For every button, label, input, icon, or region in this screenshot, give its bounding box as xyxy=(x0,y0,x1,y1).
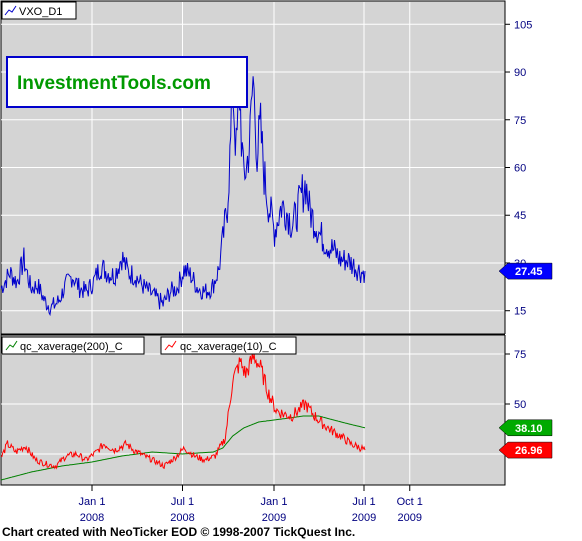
y-tick-label: 50 xyxy=(514,399,526,411)
y-tick-label: 75 xyxy=(514,349,526,361)
legend-line-icon xyxy=(164,340,177,351)
last-value-label-xaverage-200: 38.10 xyxy=(498,419,553,437)
last-value-label-xaverage-10: 26.96 xyxy=(498,441,553,459)
price-series-lines xyxy=(0,76,366,317)
svg-text:26.96: 26.96 xyxy=(515,445,543,457)
y-tick-label: 45 xyxy=(514,210,526,222)
x-tick-year: 2008 xyxy=(170,512,194,524)
brand-box xyxy=(6,56,248,108)
x-tick-label: Jan 1 xyxy=(79,496,106,508)
indicator-series-lines xyxy=(0,353,366,481)
brand-text: InvestmentTools.com xyxy=(17,73,211,94)
x-tick-label: Oct 1 xyxy=(397,496,423,508)
y-tick-label: 90 xyxy=(514,67,526,79)
x-tick-year: 2009 xyxy=(262,512,286,524)
x-tick-year: 2008 xyxy=(80,512,104,524)
svg-text:38.10: 38.10 xyxy=(515,423,543,435)
legend-vxo: VXO_D1 xyxy=(19,6,62,18)
indicator-panel-background xyxy=(0,334,506,486)
indicator-legend-10: qc_xaverage(10)_C xyxy=(160,336,297,355)
x-tick-year: 2009 xyxy=(398,512,422,524)
indicator-legend-200: qc_xaverage(200)_C xyxy=(1,336,145,355)
legend-line-icon xyxy=(4,5,17,16)
series-line-vxo xyxy=(0,76,366,317)
series-line-xaverage-200 xyxy=(0,415,366,481)
credit-line: Chart created with NeoTicker EOD © 1998-… xyxy=(2,525,356,539)
legend-line-icon xyxy=(5,340,18,351)
y-tick-label: 75 xyxy=(514,115,526,127)
svg-text:27.45: 27.45 xyxy=(515,266,543,278)
axis-panel-background xyxy=(505,1,581,485)
x-tick-year: 2009 xyxy=(352,512,376,524)
date-axis-background xyxy=(0,486,582,526)
price-legend: VXO_D1 xyxy=(1,1,77,20)
last-value-label-vxo: 27.45 xyxy=(498,262,553,280)
y-tick-label: 15 xyxy=(514,306,526,318)
legend-xaverage-200: qc_xaverage(200)_C xyxy=(20,341,123,353)
x-tick-label: Jan 1 xyxy=(261,496,288,508)
legend-xaverage-10: qc_xaverage(10)_C xyxy=(180,341,277,353)
x-tick-label: Jul 1 xyxy=(171,496,194,508)
y-tick-label: 60 xyxy=(514,163,526,175)
date-ticks: Jan 1 2008 Jul 1 2008 Jan 1 2009 Jul 1 2009 Oct … xyxy=(79,485,423,524)
y-tick-label: 105 xyxy=(514,19,532,31)
series-line-xaverage-10 xyxy=(0,353,366,470)
x-tick-label: Jul 1 xyxy=(352,496,375,508)
